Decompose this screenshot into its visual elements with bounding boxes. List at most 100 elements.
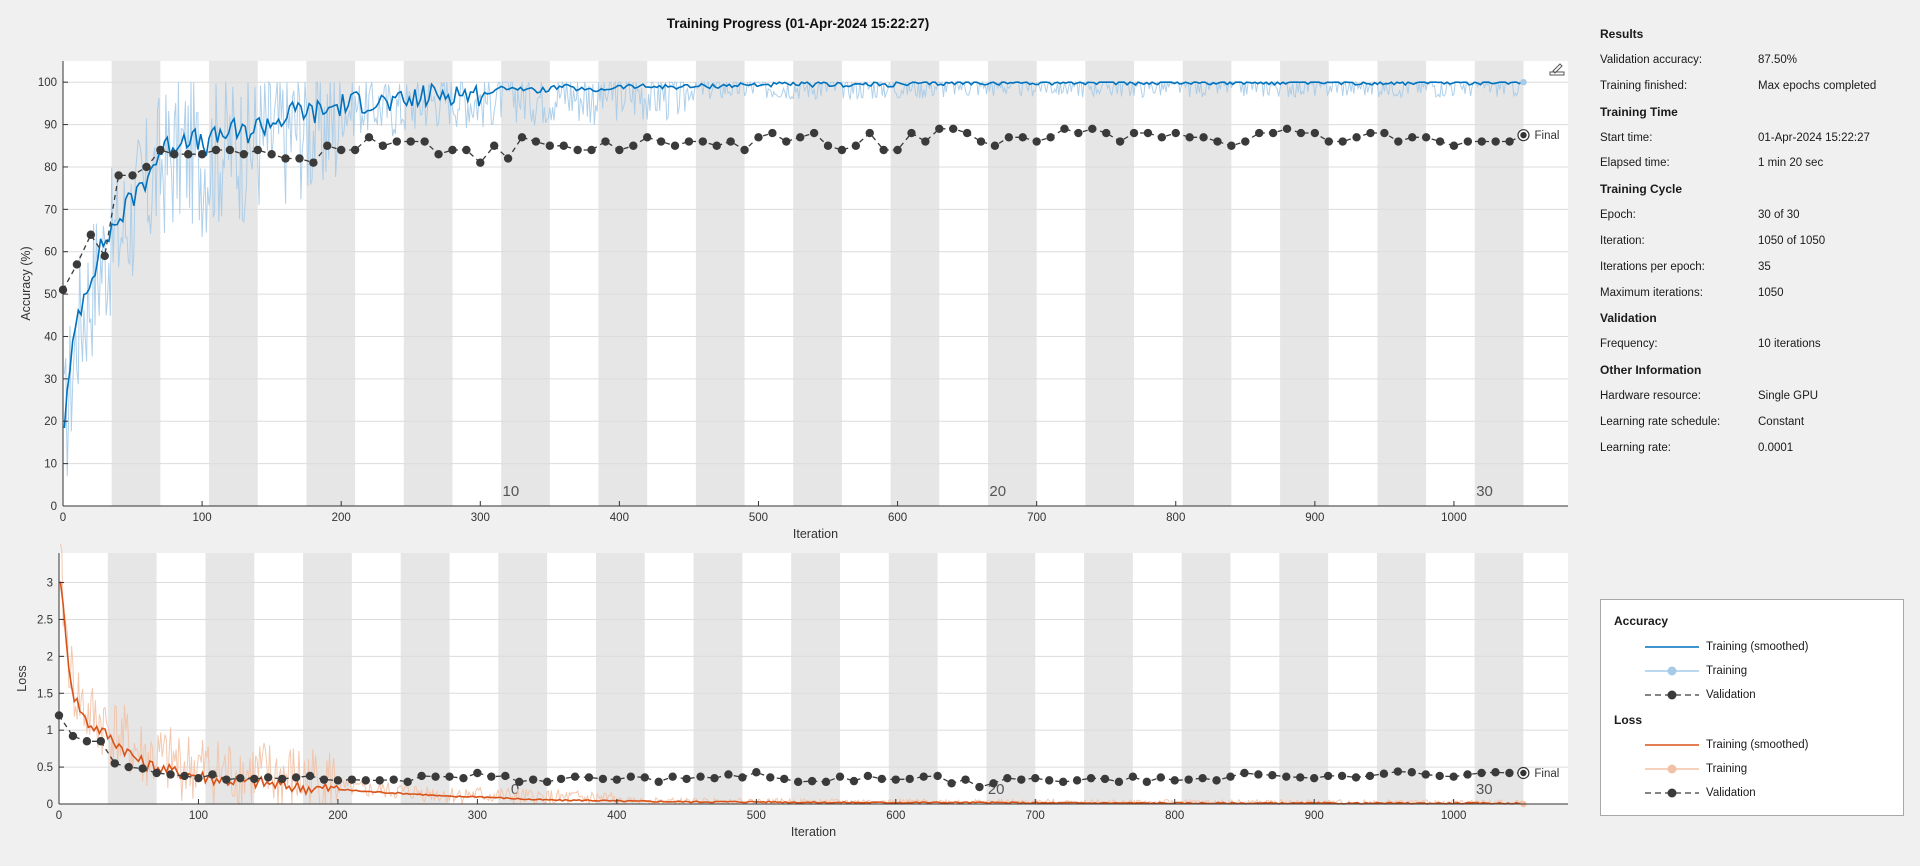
epoch-band bbox=[598, 61, 648, 506]
validation-point bbox=[361, 776, 371, 785]
y-tick-label: 10 bbox=[44, 459, 57, 471]
y-tick-label: 70 bbox=[44, 204, 57, 216]
validation-point bbox=[225, 145, 235, 155]
validation-point bbox=[989, 779, 998, 788]
validation-point bbox=[96, 737, 106, 746]
validation-point bbox=[1505, 768, 1514, 778]
x-axis-label: Iteration bbox=[791, 825, 836, 839]
validation-point bbox=[1129, 128, 1139, 138]
validation-point bbox=[851, 141, 861, 150]
validation-point bbox=[696, 772, 705, 781]
validation-point bbox=[1156, 773, 1165, 782]
validation-point bbox=[448, 145, 457, 155]
validation-point bbox=[531, 137, 541, 146]
info-key: Iteration: bbox=[1600, 234, 1645, 247]
epoch-band bbox=[595, 553, 645, 804]
y-axis-label: Loss bbox=[15, 665, 29, 691]
validation-point bbox=[1477, 768, 1486, 778]
validation-point bbox=[768, 128, 777, 138]
validation-point bbox=[487, 772, 496, 781]
validation-point bbox=[211, 145, 221, 155]
marker-swatch-icon bbox=[1645, 785, 1699, 801]
marker-swatch-icon bbox=[1645, 761, 1699, 777]
validation-point bbox=[1128, 772, 1138, 781]
validation-point bbox=[1072, 776, 1082, 785]
info-row: Training finished: Max epochs completed bbox=[1600, 78, 1910, 104]
validation-point bbox=[961, 775, 970, 784]
validation-point bbox=[1393, 767, 1403, 776]
y-tick-label: 1 bbox=[47, 725, 53, 737]
x-tick-label: 400 bbox=[610, 512, 629, 524]
validation-point bbox=[598, 774, 608, 784]
info-row: Learning rate schedule: Constant bbox=[1600, 414, 1910, 440]
x-tick-label: 900 bbox=[1305, 512, 1324, 524]
x-tick-label: 200 bbox=[332, 512, 351, 524]
validation-point bbox=[236, 773, 245, 783]
validation-point bbox=[1157, 133, 1167, 142]
export-icon[interactable] bbox=[1548, 60, 1566, 78]
validation-point bbox=[1143, 128, 1153, 138]
validation-point bbox=[1394, 137, 1403, 146]
x-tick-label: 400 bbox=[607, 810, 626, 822]
y-tick-label: 100 bbox=[38, 77, 57, 89]
info-section-title: Training Cycle bbox=[1600, 182, 1683, 197]
validation-point bbox=[1058, 777, 1068, 787]
validation-point bbox=[837, 145, 847, 155]
info-value: Max epochs completed bbox=[1758, 79, 1877, 92]
legend-loss-smoothed-label: Training (smoothed) bbox=[1706, 739, 1809, 751]
validation-point bbox=[891, 775, 900, 784]
info-section-title: Other Information bbox=[1600, 363, 1702, 378]
validation-point bbox=[570, 772, 580, 781]
validation-point bbox=[766, 773, 775, 782]
validation-point bbox=[1477, 137, 1486, 146]
validation-line bbox=[58, 715, 1524, 788]
validation-point bbox=[823, 141, 833, 150]
line-swatch-icon bbox=[1645, 737, 1699, 753]
validation-point bbox=[1044, 776, 1054, 785]
validation-point bbox=[253, 145, 262, 155]
validation-point bbox=[962, 128, 972, 138]
validation-point bbox=[1255, 128, 1264, 138]
x-axis-label: Iteration bbox=[793, 527, 838, 541]
info-key: Training finished: bbox=[1600, 79, 1688, 92]
validation-point bbox=[975, 782, 984, 792]
line-swatch-icon bbox=[1645, 639, 1699, 655]
validation-point bbox=[1296, 128, 1306, 138]
validation-point bbox=[170, 150, 179, 159]
y-tick-label: 60 bbox=[44, 247, 57, 259]
info-value: 1050 bbox=[1758, 286, 1784, 299]
validation-point bbox=[793, 777, 803, 787]
validation-point bbox=[1017, 775, 1026, 784]
x-tick-label: 800 bbox=[1166, 512, 1185, 524]
validation-point bbox=[1324, 137, 1333, 146]
epoch-band bbox=[205, 553, 255, 804]
training-final-point bbox=[1520, 78, 1527, 86]
validation-point bbox=[1337, 771, 1347, 781]
x-tick-label: 0 bbox=[60, 512, 66, 524]
validation-point bbox=[86, 230, 96, 239]
epoch-band bbox=[111, 61, 161, 506]
validation-point bbox=[528, 775, 538, 784]
validation-point bbox=[1198, 773, 1207, 783]
validation-point bbox=[726, 137, 735, 146]
validation-point bbox=[1365, 771, 1375, 781]
x-tick-label: 700 bbox=[1027, 512, 1046, 524]
validation-point bbox=[263, 773, 273, 782]
validation-point bbox=[668, 772, 677, 781]
validation-point bbox=[584, 773, 594, 782]
validation-point bbox=[795, 133, 805, 142]
validation-point bbox=[1505, 137, 1514, 146]
legend-loss-validation-label: Validation bbox=[1706, 787, 1756, 799]
validation-point bbox=[517, 133, 527, 142]
y-tick-label: 30 bbox=[44, 374, 57, 386]
validation-point bbox=[295, 154, 304, 163]
info-key: Learning rate schedule: bbox=[1600, 415, 1721, 428]
y-tick-label: 90 bbox=[44, 120, 57, 132]
validation-point bbox=[180, 771, 189, 781]
validation-point bbox=[1380, 128, 1389, 138]
validation-point bbox=[197, 150, 207, 159]
validation-point bbox=[710, 773, 719, 783]
validation-point bbox=[1296, 773, 1305, 782]
